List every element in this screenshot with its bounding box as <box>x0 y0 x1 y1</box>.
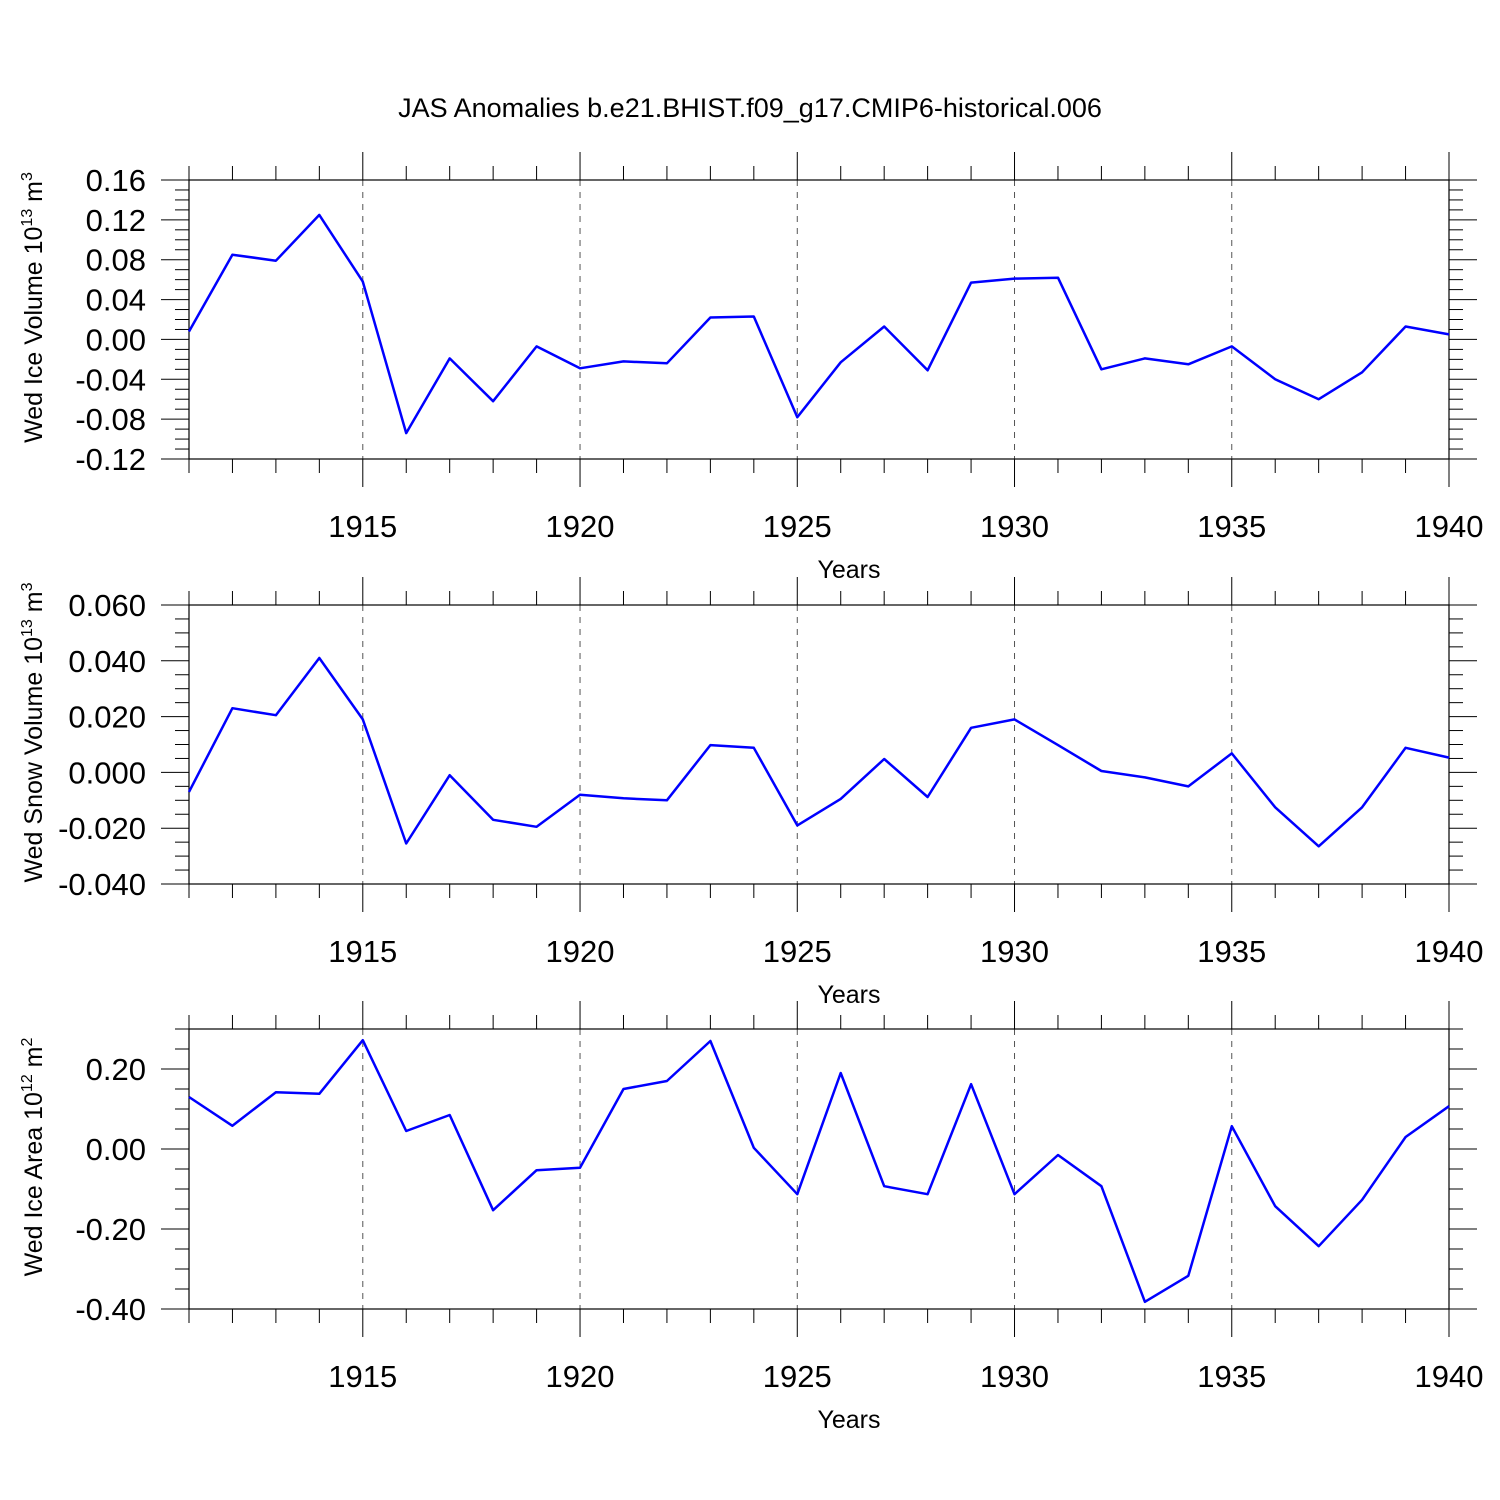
x-axis-title: Years <box>817 1406 880 1434</box>
y-tick-label: 0.16 <box>86 163 146 198</box>
y-axis-title-main: Wed Ice Area 10 <box>20 1092 48 1276</box>
panel-3: -0.40 -0.20 0.00 0.20 1915 1920 1925 1930 1935 19… <box>19 1001 1483 1434</box>
y-tick-label: -0.040 <box>58 867 146 902</box>
x-tick-label: 1920 <box>546 934 615 969</box>
x-tick-label: 1930 <box>980 934 1049 969</box>
y-tick-label: 0.04 <box>86 283 146 318</box>
y-axis-title-main: Wed Snow Volume 10 <box>20 637 48 883</box>
x-tick-label: 1925 <box>763 934 832 969</box>
x-tick-label: 1930 <box>980 509 1049 544</box>
y-axis-title-exponent: 13 <box>19 619 36 637</box>
y-axis-title-exponent: 13 <box>19 209 36 227</box>
y-tick-label: 0.000 <box>68 755 146 790</box>
x-tick-label: 1940 <box>1415 1359 1484 1394</box>
y-tick-label: 0.12 <box>86 203 146 238</box>
y-axis-title-unit-exponent: 2 <box>19 1037 36 1046</box>
y-axis-title-unit-exponent: 3 <box>19 172 36 181</box>
x-tick-label: 1920 <box>546 1359 615 1394</box>
y-tick-label: -0.40 <box>75 1292 146 1327</box>
y-tick-label: 0.020 <box>68 700 146 735</box>
x-tick-label: 1925 <box>763 509 832 544</box>
y-axis-title: Wed Ice Area 1012 m2 <box>19 1037 48 1276</box>
panels: -0.12 -0.08 -0.04 0.00 0.04 0.08 0.12 0.16 1915 1… <box>19 152 1483 1434</box>
x-tick-label: 1915 <box>328 934 397 969</box>
y-tick-label: 0.08 <box>86 243 146 278</box>
y-tick-label: -0.020 <box>58 811 146 846</box>
y-tick-label: 0.060 <box>68 588 146 623</box>
x-tick-label: 1920 <box>546 509 615 544</box>
x-tick-label: 1915 <box>328 1359 397 1394</box>
x-tick-label: 1935 <box>1197 509 1266 544</box>
y-axis-title-unit: m <box>20 1046 48 1074</box>
x-tick-label: 1935 <box>1197 1359 1266 1394</box>
panel-1: -0.12 -0.08 -0.04 0.00 0.04 0.08 0.12 0.16 1915 1… <box>19 152 1483 584</box>
y-tick-label: 0.00 <box>86 1132 146 1167</box>
y-tick-label: 0.20 <box>86 1052 146 1087</box>
x-tick-label: 1940 <box>1415 934 1484 969</box>
x-tick-label: 1935 <box>1197 934 1266 969</box>
y-tick-label: -0.08 <box>75 402 146 437</box>
x-tick-label: 1915 <box>328 509 397 544</box>
panel-2: -0.040 -0.020 0.000 0.020 0.040 0.060 1915 1920… <box>19 577 1483 1009</box>
x-tick-label: 1925 <box>763 1359 832 1394</box>
plot-frame <box>188 604 1450 885</box>
y-axis-title-unit: m <box>20 591 48 619</box>
y-axis-title-unit: m <box>20 181 48 209</box>
y-axis-title-exponent: 12 <box>19 1074 36 1092</box>
series-line-wed-ice-volume <box>187 213 1450 435</box>
x-tick-label: 1930 <box>980 1359 1049 1394</box>
y-tick-label: -0.04 <box>75 362 146 397</box>
y-tick-label: -0.20 <box>75 1212 146 1247</box>
y-tick-label: 0.040 <box>68 644 146 679</box>
y-axis-title-unit-exponent: 3 <box>19 582 36 591</box>
y-tick-label: 0.00 <box>86 322 146 357</box>
series-line-wed-ice-area <box>188 1038 1450 1304</box>
y-axis-title: Wed Snow Volume 1013 m3 <box>19 582 48 882</box>
series-line-wed-snow-volume <box>187 656 1450 848</box>
y-axis-title: Wed Ice Volume 1013 m3 <box>19 172 48 443</box>
x-axis-title: Years <box>817 556 880 584</box>
x-axis-title: Years <box>817 981 880 1009</box>
x-tick-label: 1940 <box>1415 509 1484 544</box>
y-axis-title-main: Wed Ice Volume 10 <box>20 227 48 443</box>
figure-title: JAS Anomalies b.e21.BHIST.f09_g17.CMIP6-… <box>398 93 1102 123</box>
y-tick-label: -0.12 <box>75 442 146 477</box>
plot-frame <box>188 179 1450 460</box>
